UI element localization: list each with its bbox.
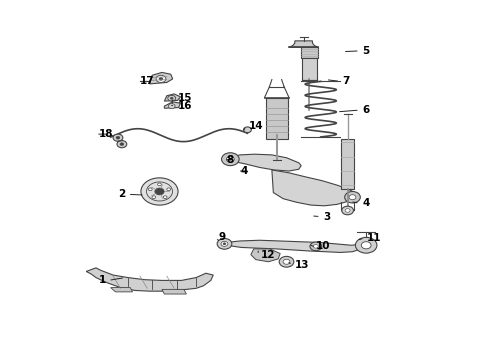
Circle shape	[168, 95, 175, 101]
Polygon shape	[251, 249, 280, 262]
Polygon shape	[302, 58, 318, 80]
Text: 15: 15	[177, 93, 192, 103]
Circle shape	[244, 127, 251, 133]
Text: 6: 6	[362, 105, 369, 115]
Polygon shape	[289, 41, 318, 47]
Text: 9: 9	[218, 232, 225, 242]
Circle shape	[163, 196, 167, 199]
Circle shape	[117, 140, 127, 148]
Circle shape	[361, 242, 371, 249]
Text: 7: 7	[343, 76, 350, 86]
Circle shape	[116, 136, 120, 139]
Polygon shape	[150, 72, 172, 84]
Circle shape	[229, 158, 232, 160]
Polygon shape	[341, 139, 354, 189]
Text: 14: 14	[249, 121, 264, 131]
Circle shape	[141, 178, 178, 205]
Circle shape	[345, 209, 350, 212]
Text: 13: 13	[295, 260, 309, 270]
Text: 18: 18	[98, 129, 113, 139]
Circle shape	[344, 192, 360, 203]
Circle shape	[113, 134, 123, 141]
Text: 8: 8	[226, 155, 234, 165]
Circle shape	[159, 77, 163, 80]
Circle shape	[168, 104, 175, 109]
Text: 3: 3	[323, 212, 330, 221]
Circle shape	[155, 188, 164, 195]
Text: 2: 2	[118, 189, 125, 199]
Circle shape	[167, 188, 171, 191]
Text: 17: 17	[140, 76, 154, 86]
Text: 11: 11	[367, 233, 382, 243]
Circle shape	[221, 241, 228, 246]
Circle shape	[342, 206, 353, 215]
Circle shape	[217, 238, 232, 249]
Polygon shape	[162, 289, 186, 294]
Text: 12: 12	[261, 250, 275, 260]
Polygon shape	[223, 240, 362, 252]
Polygon shape	[272, 170, 356, 206]
Circle shape	[349, 195, 356, 200]
Polygon shape	[86, 268, 213, 291]
Polygon shape	[111, 288, 133, 292]
Circle shape	[148, 188, 152, 191]
Text: 4: 4	[362, 198, 369, 208]
Circle shape	[170, 97, 173, 99]
Circle shape	[279, 256, 294, 267]
Circle shape	[152, 196, 156, 199]
Circle shape	[221, 153, 239, 166]
Text: 5: 5	[362, 46, 369, 56]
Polygon shape	[301, 47, 318, 58]
Polygon shape	[164, 102, 180, 108]
Circle shape	[223, 243, 226, 245]
Circle shape	[120, 143, 124, 145]
Circle shape	[314, 244, 318, 248]
Circle shape	[226, 156, 234, 162]
Circle shape	[156, 75, 166, 82]
Circle shape	[355, 237, 377, 253]
Circle shape	[283, 259, 290, 264]
Circle shape	[310, 242, 322, 251]
Circle shape	[158, 183, 161, 186]
Text: 10: 10	[316, 241, 330, 251]
Text: 16: 16	[177, 102, 192, 112]
Polygon shape	[266, 98, 288, 139]
Polygon shape	[164, 94, 180, 101]
Polygon shape	[226, 154, 301, 171]
Text: 1: 1	[98, 275, 106, 285]
Text: 4: 4	[240, 166, 247, 176]
